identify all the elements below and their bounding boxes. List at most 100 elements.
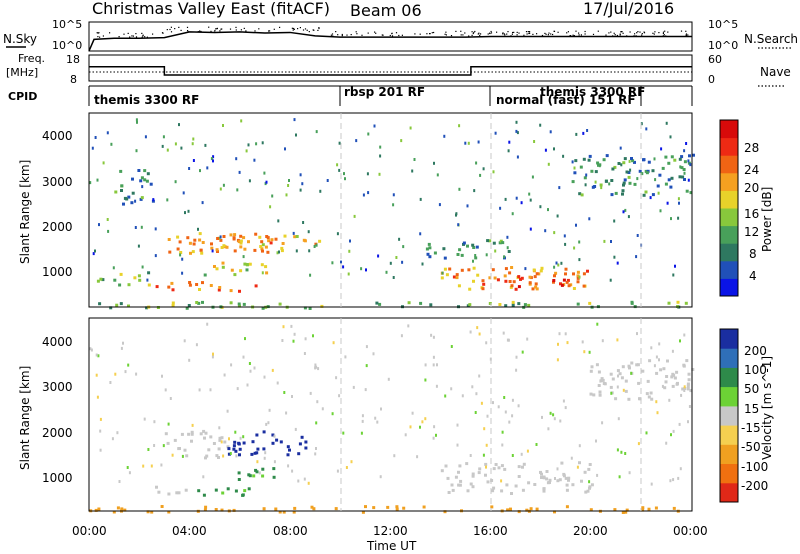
power-ytick-1000: 1000: [42, 265, 73, 279]
velocity-cell: [109, 381, 112, 384]
velocity-cell: [687, 372, 691, 376]
nsky-point: [573, 35, 575, 37]
velocity-cell: [249, 369, 252, 373]
power-cell: [427, 242, 431, 246]
velocity-cell: [286, 453, 290, 457]
velocity-cell: [672, 478, 675, 482]
nsky-point: [584, 30, 586, 33]
power-cell: [96, 279, 100, 283]
power-cell: [622, 183, 625, 187]
nsky-point: [341, 35, 343, 37]
nsky-point: [552, 33, 554, 36]
velocity-cell: [617, 417, 620, 421]
power-cell: [146, 278, 149, 282]
velocity-cell: [595, 363, 599, 367]
velocity-cell: [649, 391, 653, 395]
nsky-point: [663, 34, 665, 36]
power-cell: [313, 245, 316, 248]
nsky-point: [141, 32, 143, 34]
velocity-cell: [214, 508, 218, 511]
power-cell: [140, 196, 144, 200]
power-cb-tick-12: 12: [744, 225, 759, 239]
velocity-cell: [529, 507, 533, 511]
power-cell: [667, 301, 671, 305]
nsky-series-line: [88, 31, 692, 52]
velocity-cell: [255, 451, 259, 455]
nsky-point: [152, 33, 154, 35]
velocity-cell: [234, 430, 237, 434]
nsky-point: [490, 32, 493, 34]
velocity-cell: [588, 480, 591, 484]
power-cell: [229, 233, 233, 237]
cpid-segment-3: normal (fast) 151 RF: [496, 93, 636, 107]
nsky-point: [197, 31, 199, 33]
velocity-cell: [461, 394, 464, 398]
power-cell: [338, 168, 341, 172]
power-cell: [143, 169, 147, 173]
power-cell: [667, 161, 671, 165]
power-cell: [261, 243, 265, 247]
power-cell: [213, 265, 216, 268]
nsky-point: [445, 31, 447, 33]
velocity-cell: [647, 507, 651, 511]
velocity-cell: [238, 447, 242, 451]
velocity-cell: [400, 334, 403, 338]
velocity-cell: [244, 337, 246, 341]
velocity-cell: [683, 333, 686, 337]
velocity-cell: [600, 377, 604, 381]
power-cell: [653, 157, 656, 161]
power-cell: [552, 280, 555, 284]
velocity-cell: [571, 483, 575, 487]
power-cell: [455, 276, 459, 280]
power-cell: [182, 191, 185, 195]
velocity-cell: [521, 350, 524, 354]
velocity-cell: [679, 467, 682, 471]
power-cell: [688, 154, 691, 158]
power-cell: [507, 250, 511, 253]
power-cell: [237, 240, 241, 244]
velocity-cell: [492, 486, 496, 490]
nsky-point: [473, 31, 475, 34]
power-cell: [466, 244, 469, 248]
power-cell: [179, 251, 183, 254]
velocity-cell: [205, 454, 209, 458]
velocity-cell: [387, 377, 390, 381]
power-cell: [343, 172, 345, 176]
power-cell: [245, 263, 249, 266]
velocity-cell: [556, 467, 559, 471]
power-cell: [295, 133, 297, 137]
velocity-cell: [450, 483, 454, 487]
power-cell: [260, 263, 264, 267]
power-cell: [309, 273, 312, 277]
nsky-point: [97, 32, 99, 34]
velocity-cell: [567, 476, 571, 480]
power-cell: [238, 304, 241, 308]
power-cell: [201, 300, 204, 304]
power-cell: [112, 266, 115, 270]
power-cell: [684, 301, 688, 305]
power-cell: [528, 275, 532, 279]
nsky-point: [592, 33, 595, 35]
power-cell: [613, 255, 616, 259]
velocity-cell: [309, 391, 312, 395]
velocity-cell: [241, 493, 245, 497]
power-cell: [588, 154, 592, 158]
velocity-cell: [545, 470, 549, 473]
cpid-row: CPID themis 3300 RF rbsp 201 RF normal (…: [8, 85, 693, 107]
colorbar-swatch: [720, 329, 738, 349]
power-cell: [240, 119, 243, 123]
nsky-point: [578, 32, 580, 34]
power-cell: [299, 173, 302, 177]
velocity-cell: [256, 447, 260, 451]
velocity-cell: [486, 414, 489, 418]
velocity-cell: [191, 423, 194, 427]
velocity-cell: [673, 373, 676, 377]
velocity-cell: [111, 437, 114, 441]
velocity-cell: [203, 508, 207, 512]
velocity-cell: [655, 400, 658, 404]
vel-cb-tick-minus200: -200: [741, 479, 768, 493]
power-cell: [96, 178, 99, 182]
power-cell: [616, 261, 619, 265]
power-cell: [633, 182, 637, 186]
